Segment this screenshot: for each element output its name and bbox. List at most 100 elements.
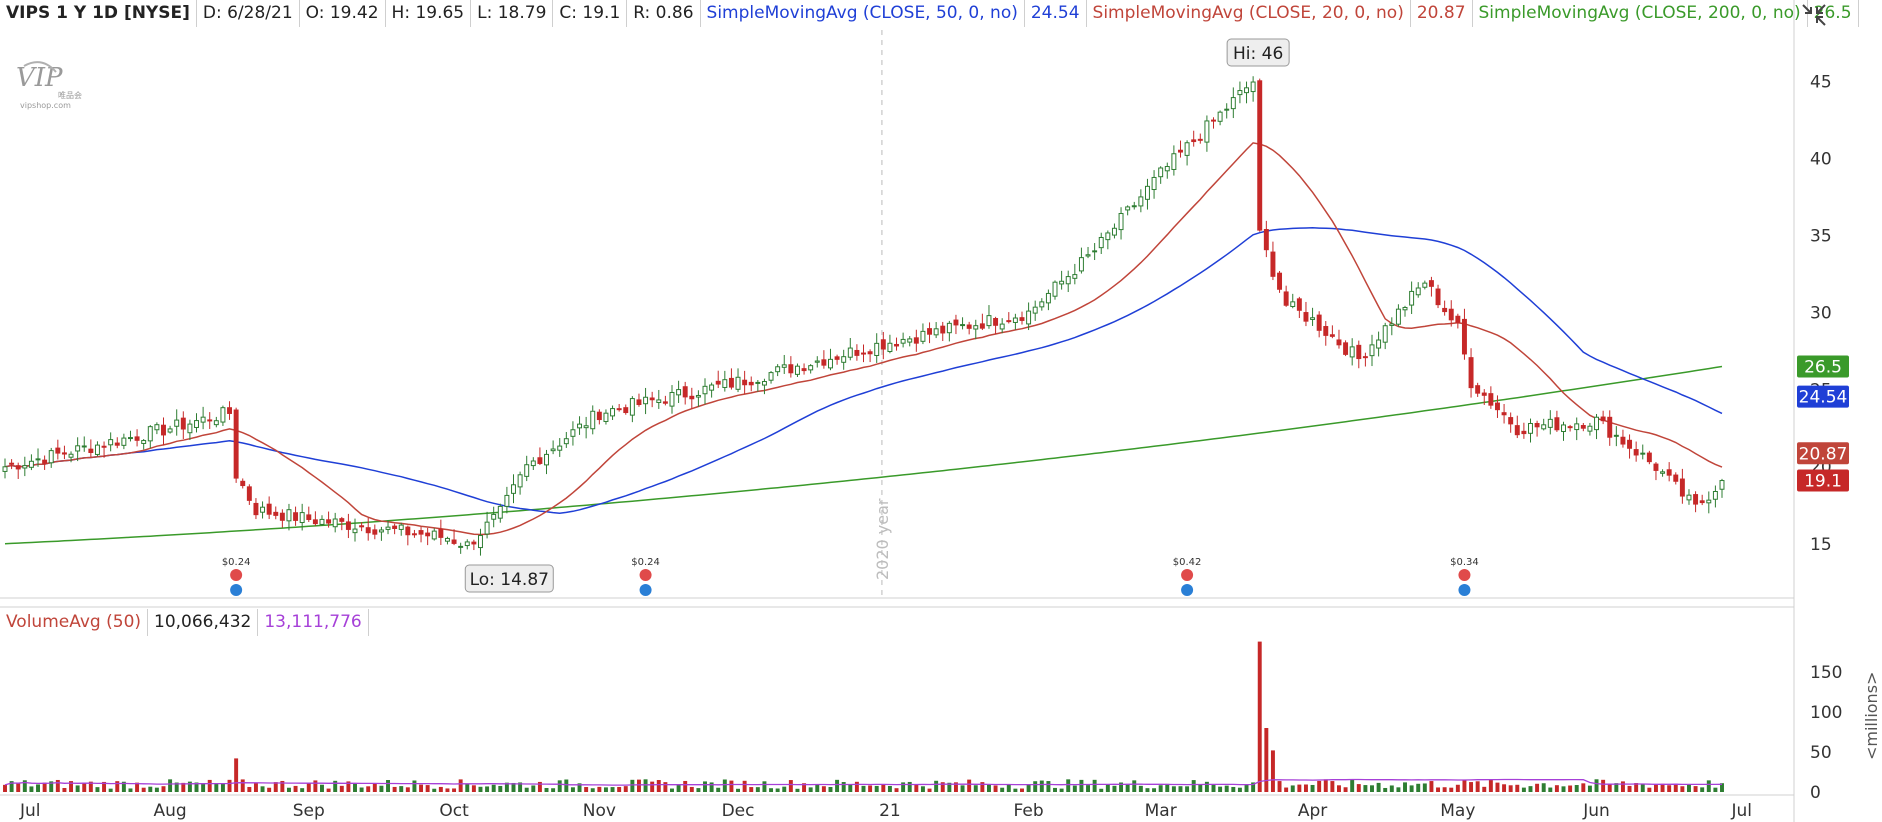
volume-bar: [1455, 784, 1460, 792]
svg-text:唯品会: 唯品会: [58, 90, 82, 100]
candle: [359, 522, 365, 532]
candle-body: [1587, 425, 1593, 432]
candle: [260, 501, 266, 519]
candle-body: [1613, 434, 1619, 437]
volume-bar: [1653, 784, 1658, 792]
candle: [596, 409, 602, 425]
candle: [662, 395, 668, 406]
candle: [1528, 418, 1533, 443]
dividend-icon: [1458, 569, 1471, 581]
time-tick-label: May: [1440, 801, 1475, 821]
volume-bar: [1237, 787, 1242, 792]
price-tick-label: 45: [1810, 72, 1832, 92]
candle: [755, 379, 761, 392]
volume-bar: [1244, 784, 1249, 792]
candle: [2, 458, 8, 479]
sma200-path: [4, 365, 1723, 545]
candle: [709, 382, 715, 398]
candle: [1574, 417, 1580, 441]
candle-body: [530, 460, 536, 467]
candle-body: [927, 328, 933, 335]
candle: [1296, 296, 1302, 319]
price-label-text: 19.1: [1804, 472, 1842, 492]
candle-body: [735, 376, 741, 390]
candle-body: [669, 391, 675, 407]
candle-body: [1501, 412, 1507, 416]
candle-body: [662, 401, 668, 404]
volume-bar: [564, 779, 569, 792]
candle-body: [794, 365, 800, 375]
candle: [761, 378, 767, 395]
volume-bar: [128, 788, 133, 792]
volume-avg-label[interactable]: VolumeAvg (50): [0, 609, 149, 636]
volume-bar: [491, 784, 496, 792]
candle-body: [9, 462, 15, 465]
sma200-label[interactable]: SimpleMovingAvg (CLOSE, 200, 0, no): [1473, 0, 1808, 27]
candle: [1197, 133, 1203, 144]
volume-bar: [755, 787, 760, 792]
candle-body: [253, 502, 259, 516]
candle: [603, 409, 609, 425]
candle-body: [1164, 166, 1170, 172]
candle-body: [1151, 176, 1157, 191]
candle-body: [220, 407, 226, 423]
candle-body: [847, 347, 853, 358]
candle-body: [1534, 422, 1540, 428]
open-value: O: 19.42: [300, 0, 386, 27]
volume-bar: [1211, 784, 1216, 792]
volume-bar: [392, 786, 397, 792]
candle-body: [101, 445, 107, 448]
candle: [1085, 246, 1091, 259]
volume-bar: [1290, 785, 1295, 792]
candle: [563, 431, 569, 448]
volume-average-path: [4, 778, 1723, 786]
candle-body: [656, 399, 662, 403]
sma20-label[interactable]: SimpleMovingAvg (CLOSE, 20, 0, no): [1087, 0, 1411, 27]
volume-bar: [135, 782, 140, 792]
candle-body: [550, 448, 556, 452]
candle: [279, 509, 285, 528]
candle: [246, 484, 252, 505]
candle-body: [1026, 310, 1032, 325]
volume-value: 10,066,432: [148, 609, 259, 636]
candle-body: [1428, 280, 1434, 287]
volume-bar: [1059, 788, 1064, 792]
candle: [1125, 205, 1131, 216]
candle-body: [570, 429, 576, 437]
candle: [814, 356, 820, 368]
candle-body: [1561, 424, 1566, 433]
candle-body: [464, 541, 470, 547]
candle-body: [1138, 196, 1144, 207]
volume-bar: [207, 779, 212, 792]
candle-body: [907, 338, 913, 343]
candle-body: [1052, 281, 1058, 297]
symbol-label[interactable]: VIPS 1 Y 1D [NYSE]: [0, 0, 197, 27]
candle-body: [511, 484, 516, 494]
svg-text:VIP: VIP: [16, 63, 63, 93]
candle-body: [227, 407, 233, 414]
candle-body: [1607, 416, 1613, 438]
volume-bar: [907, 781, 912, 792]
volume-bar: [709, 782, 714, 792]
volume-bar: [1687, 784, 1691, 792]
time-tick-label: Aug: [153, 801, 186, 821]
candle-body: [141, 440, 147, 444]
candle-body: [1594, 416, 1600, 431]
volume-avg-value: 13,111,776: [258, 609, 369, 636]
candle-body: [35, 458, 41, 461]
volume-bar: [1495, 782, 1500, 792]
collapse-icon[interactable]: [1800, 2, 1828, 28]
candle-body: [1217, 111, 1223, 122]
earnings-icon: [230, 584, 243, 596]
candle: [834, 354, 840, 365]
candle-body: [1620, 436, 1626, 445]
volume-bar: [1442, 787, 1447, 792]
volume-bar: [1436, 787, 1441, 792]
candle: [623, 404, 629, 415]
candle-body: [880, 339, 886, 350]
candle: [913, 329, 919, 352]
sma50-label[interactable]: SimpleMovingAvg (CLOSE, 50, 0, no): [701, 0, 1025, 27]
high-value: H: 19.65: [386, 0, 472, 27]
candle-body: [1012, 317, 1018, 323]
candle: [286, 503, 292, 531]
